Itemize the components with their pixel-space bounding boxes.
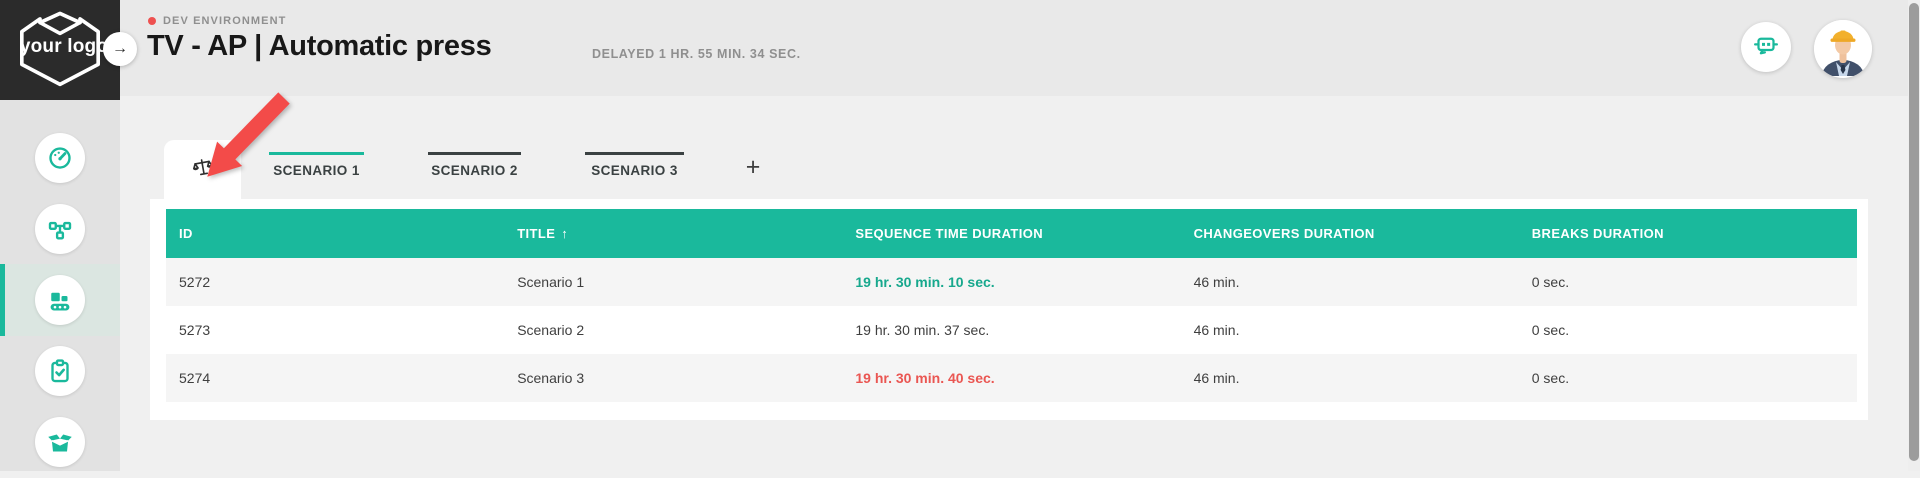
- column-header-title[interactable]: TITLE ↑: [517, 226, 569, 241]
- arrow-right-icon: →: [112, 40, 128, 57]
- robot-chat-icon: [1751, 30, 1781, 65]
- add-scenario-button[interactable]: +: [745, 153, 761, 181]
- process-flow-icon: [35, 204, 85, 254]
- sidebar-nav: [0, 96, 120, 471]
- cell-breaks: 0 sec.: [1531, 322, 1570, 338]
- sidebar-item-dashboard[interactable]: [0, 122, 120, 194]
- table-row-scenario-3[interactable]: 5274 Scenario 3 19 hr. 30 min. 40 sec. 4…: [166, 354, 1857, 402]
- cell-breaks: 0 sec.: [1531, 370, 1570, 386]
- construction-worker-avatar: [1814, 20, 1872, 78]
- chat-bot-button[interactable]: [1741, 22, 1791, 72]
- sort-up-icon: ↑: [561, 226, 569, 241]
- cell-id: 5274: [179, 370, 211, 386]
- column-header-id[interactable]: ID: [179, 226, 193, 241]
- tab-scenario-3[interactable]: SCENARIO 3: [585, 152, 684, 192]
- scrollbar-thumb[interactable]: [1909, 3, 1919, 461]
- page-title: TV - AP | Automatic press: [147, 30, 492, 62]
- logo-box: your logo: [0, 0, 120, 100]
- production-line-icon: [35, 275, 85, 325]
- logo-text: your logo: [19, 36, 109, 57]
- cell-id: 5273: [179, 322, 211, 338]
- tab-scenario-2-label: SCENARIO 2: [431, 163, 518, 178]
- cell-breaks: 0 sec.: [1531, 274, 1570, 290]
- cell-changeovers: 46 min.: [1193, 322, 1240, 338]
- cell-changeovers: 46 min.: [1193, 370, 1240, 386]
- column-header-breaks[interactable]: BREAKS DURATION: [1531, 226, 1664, 241]
- user-avatar[interactable]: [1814, 20, 1872, 78]
- sidebar-item-packaging[interactable]: [0, 406, 120, 478]
- tab-scenario-2[interactable]: SCENARIO 2: [428, 152, 521, 192]
- dashboard-gauge-icon: [35, 133, 85, 183]
- table-header-row: ID TITLE ↑ SEQUENCE TIME DURATION CHANGEO…: [166, 209, 1857, 258]
- tab-scenario-1-label: SCENARIO 1: [273, 163, 360, 178]
- sidebar-item-process-flow[interactable]: [0, 193, 120, 265]
- sequence-value: 19 hr. 30 min. 37 sec.: [855, 322, 990, 338]
- tab-compare-scenarios[interactable]: [164, 140, 241, 200]
- sidebar-expand-button[interactable]: →: [103, 32, 137, 66]
- scenario-table: ID TITLE ↑ SEQUENCE TIME DURATION CHANGEO…: [166, 209, 1857, 402]
- env-status-dot: [148, 17, 156, 25]
- sequence-value: 19 hr. 30 min. 10 sec.: [855, 274, 995, 290]
- column-header-changeovers[interactable]: CHANGEOVERS DURATION: [1193, 226, 1375, 241]
- delay-status-text: DELAYED 1 HR. 55 MIN. 34 SEC.: [592, 47, 801, 61]
- table-row-scenario-2[interactable]: 5273 Scenario 2 19 hr. 30 min. 37 sec. 4…: [166, 306, 1857, 354]
- sidebar-item-production-line[interactable]: [0, 264, 120, 336]
- cell-sequence: 19 hr. 30 min. 37 sec.: [842, 322, 1180, 338]
- cell-title: Scenario 2: [517, 322, 585, 338]
- scenario-comparison-panel: ID TITLE ↑ SEQUENCE TIME DURATION CHANGEO…: [150, 199, 1868, 420]
- vertical-scrollbar: [1908, 0, 1920, 471]
- packaging-box-icon: [35, 417, 85, 467]
- cell-id: 5272: [179, 274, 211, 290]
- scales-icon: [190, 155, 216, 186]
- column-header-sequence[interactable]: SEQUENCE TIME DURATION: [855, 226, 1044, 241]
- top-header: DEV ENVIRONMENT TV - AP | Automatic pres…: [0, 0, 1920, 96]
- logo-emblem-icon: [14, 8, 106, 93]
- cell-title: Scenario 1: [517, 274, 585, 290]
- tab-scenario-1[interactable]: SCENARIO 1: [269, 152, 364, 192]
- cell-title: Scenario 3: [517, 370, 585, 386]
- sidebar-item-tasks[interactable]: [0, 335, 120, 407]
- table-row-scenario-1[interactable]: 5272 Scenario 1 19 hr. 30 min. 10 sec. 4…: [166, 258, 1857, 306]
- tasks-clipboard-icon: [35, 346, 85, 396]
- environment-label: DEV ENVIRONMENT: [163, 15, 287, 27]
- cell-sequence: 19 hr. 30 min. 10 sec.: [842, 274, 1180, 290]
- tab-scenario-3-label: SCENARIO 3: [591, 163, 678, 178]
- cell-changeovers: 46 min.: [1193, 274, 1240, 290]
- sequence-value: 19 hr. 30 min. 40 sec.: [855, 370, 995, 386]
- cell-sequence: 19 hr. 30 min. 40 sec.: [842, 370, 1180, 386]
